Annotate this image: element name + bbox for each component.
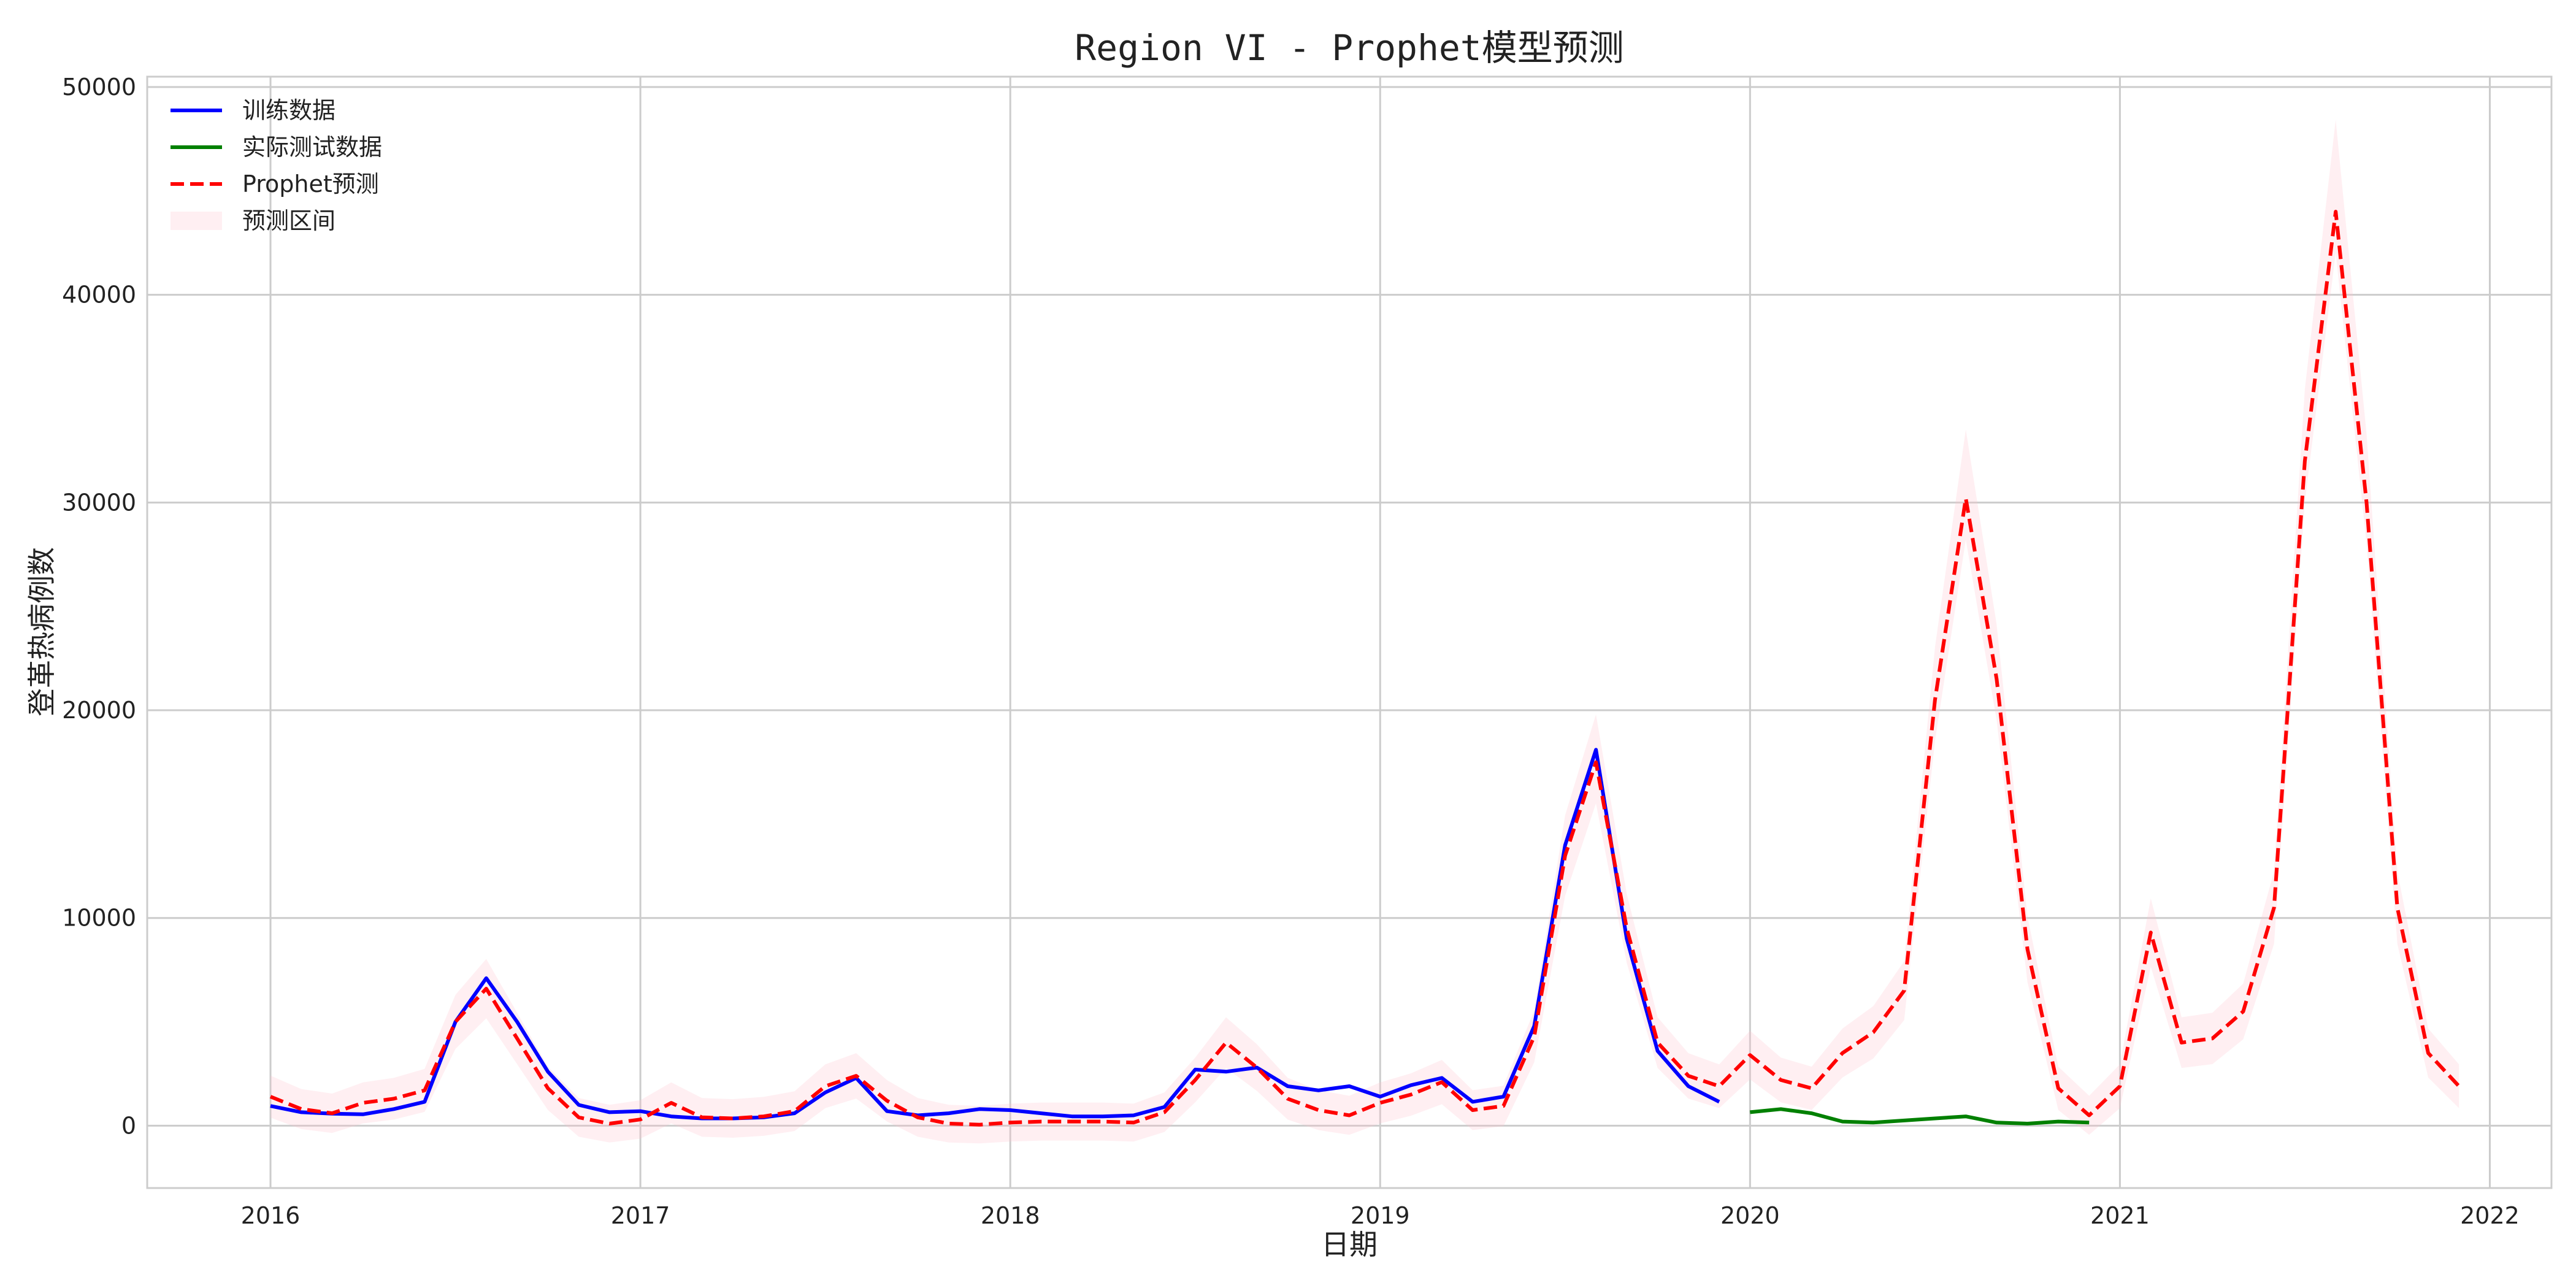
plot-frame [146,75,2553,1189]
legend-label: 实际测试数据 [242,134,382,161]
x-tick-label: 2019 [1351,1202,1410,1229]
legend-item: 预测区间 [171,207,335,234]
series-line [269,210,2461,1127]
prediction-interval-area [270,120,2459,1144]
legend-label: 训练数据 [242,97,335,124]
chart-title: Region VI - Prophet模型预测 [1075,27,1623,69]
x-tick-label: 2017 [611,1202,670,1229]
y-tick-label: 40000 [62,282,136,309]
series-lines [269,210,2461,1127]
legend-item: 实际测试数据 [171,134,382,161]
y-tick-label: 30000 [62,489,136,516]
legend-label: Prophet预测 [242,171,379,197]
x-tick-label: 2016 [241,1202,301,1229]
y-axis-label: 登革热病例数 [25,547,58,716]
y-tick-labels: 0 10000 20000 30000 40000 50000 [62,74,136,1139]
legend-swatch [171,212,222,230]
legend-label: 预测区间 [242,207,335,234]
y-tick-label: 50000 [62,74,136,101]
prediction-interval-band [270,120,2459,1144]
grid-lines [147,77,2551,1188]
series-line [270,748,1720,1121]
x-tick-label: 2020 [1720,1202,1780,1229]
y-tick-label: 20000 [62,697,136,724]
x-tick-labels: 2016 2017 2018 2019 2020 2021 2022 [241,1202,2520,1229]
x-tick-label: 2018 [981,1202,1040,1229]
y-tick-label: 0 [121,1112,136,1139]
y-tick-label: 10000 [62,905,136,932]
legend-item: 训练数据 [171,97,335,124]
x-tick-label: 2022 [2460,1202,2520,1229]
x-tick-label: 2021 [2090,1202,2150,1229]
series-line [1749,1107,2090,1125]
legend-item: Prophet预测 [171,171,379,197]
x-axis-label: 日期 [1321,1228,1378,1261]
